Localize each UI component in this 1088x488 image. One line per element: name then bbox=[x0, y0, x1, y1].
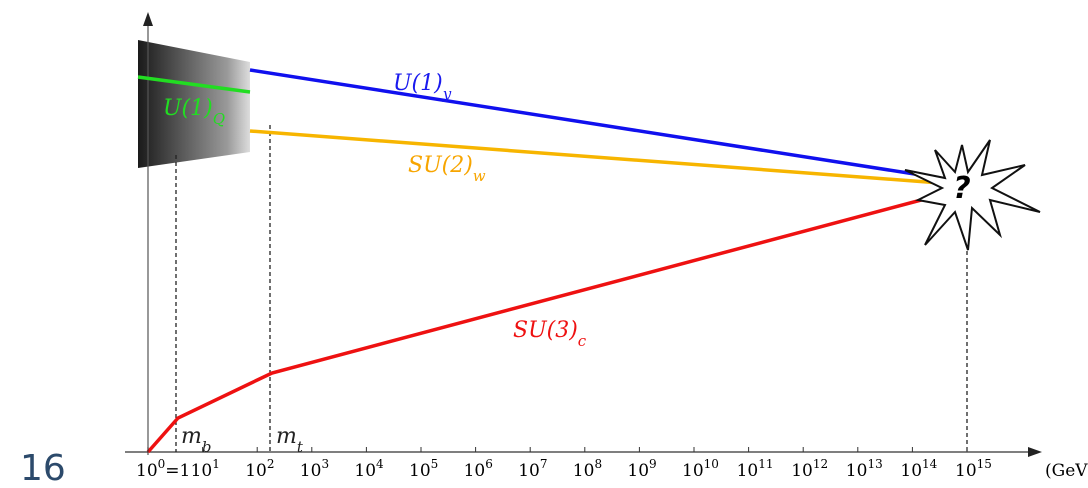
x-tick-label: 108 bbox=[573, 457, 602, 481]
tick-exp: 10 bbox=[704, 457, 719, 471]
diagram: ? 16 (GeV) U(1)yU(1)QSU(2)wSU(3)cmbmt100… bbox=[0, 0, 1088, 488]
tick-exp: 0 bbox=[158, 457, 166, 471]
tick-exp: 9 bbox=[649, 457, 657, 471]
tick-base: 10 bbox=[300, 461, 322, 481]
tick-base: 10 bbox=[627, 461, 649, 481]
tick-base: 10 bbox=[682, 461, 704, 481]
tick-exp: 14 bbox=[922, 457, 938, 471]
x-tick-label: 103 bbox=[300, 457, 329, 481]
starburst bbox=[905, 140, 1040, 250]
tick-exp: 5 bbox=[431, 457, 439, 471]
label-main: m bbox=[276, 424, 297, 449]
tick-exp: 15 bbox=[977, 457, 992, 471]
x-tick-label: 105 bbox=[409, 457, 438, 481]
label: mb bbox=[181, 424, 211, 456]
label: SU(3)c bbox=[513, 318, 587, 350]
label-sub: c bbox=[578, 332, 587, 350]
tick-exp: 11 bbox=[758, 457, 773, 471]
tick-exp: 8 bbox=[594, 457, 602, 471]
label-sub: y bbox=[442, 85, 452, 103]
tick-base: 10 bbox=[573, 461, 595, 481]
tick-base: 10 bbox=[955, 461, 977, 481]
x-tick-label: 100=1 bbox=[136, 457, 190, 481]
u1y-line bbox=[250, 70, 940, 178]
x-tick-label: 1010 bbox=[682, 457, 719, 481]
tick-base: 10 bbox=[846, 461, 868, 481]
label-sub: t bbox=[297, 438, 304, 456]
x-tick-label: 107 bbox=[518, 457, 547, 481]
label-main: m bbox=[181, 424, 202, 449]
x-tick-label: 1015 bbox=[955, 457, 992, 481]
axis-unit: (GeV) bbox=[1045, 461, 1088, 481]
x-tick-label: 1014 bbox=[900, 457, 937, 481]
label-main: U(1) bbox=[163, 96, 213, 121]
tick-exp: 7 bbox=[540, 457, 548, 471]
x-tick-label: 101 bbox=[191, 457, 220, 481]
label-main: SU(2) bbox=[408, 153, 473, 178]
tick-exp: 4 bbox=[376, 457, 384, 471]
x-tick-label: 106 bbox=[464, 457, 493, 481]
page-number: 16 bbox=[20, 448, 66, 488]
y-arrow bbox=[143, 12, 153, 26]
label-sub: Q bbox=[213, 110, 225, 128]
label: mt bbox=[276, 424, 304, 456]
label: SU(2)w bbox=[408, 153, 486, 185]
tick-base: 10 bbox=[791, 461, 813, 481]
tick-base: 10 bbox=[354, 461, 376, 481]
tick-exp: 2 bbox=[267, 457, 275, 471]
tick-exp: 13 bbox=[867, 457, 882, 471]
tick-base: 10 bbox=[245, 461, 267, 481]
tick-base: 10 bbox=[409, 461, 431, 481]
x-tick-label: 109 bbox=[627, 457, 656, 481]
x-tick-label: 1013 bbox=[846, 457, 883, 481]
label-sub: w bbox=[473, 167, 486, 185]
tick-exp: 12 bbox=[813, 457, 828, 471]
tick-exp: 6 bbox=[485, 457, 493, 471]
tick-after: =1 bbox=[165, 461, 190, 481]
x-tick-label: 1012 bbox=[791, 457, 828, 481]
x-arrow bbox=[1028, 447, 1042, 457]
tick-base: 10 bbox=[136, 461, 158, 481]
x-tick-label: 104 bbox=[354, 457, 384, 481]
tick-base: 10 bbox=[464, 461, 486, 481]
tick-base: 10 bbox=[518, 461, 540, 481]
tick-base: 10 bbox=[900, 461, 922, 481]
x-tick-label: 102 bbox=[245, 457, 274, 481]
unification-mark: ? bbox=[953, 171, 970, 206]
tick-base: 10 bbox=[737, 461, 759, 481]
x-tick-label: 1011 bbox=[737, 457, 774, 481]
label-main: U(1) bbox=[393, 71, 443, 96]
tick-base: 10 bbox=[191, 461, 213, 481]
label-sub: b bbox=[202, 438, 212, 456]
tick-exp: 3 bbox=[321, 457, 329, 471]
su2-line bbox=[250, 131, 940, 183]
label-main: SU(3) bbox=[513, 318, 578, 343]
tick-exp: 1 bbox=[212, 457, 220, 471]
